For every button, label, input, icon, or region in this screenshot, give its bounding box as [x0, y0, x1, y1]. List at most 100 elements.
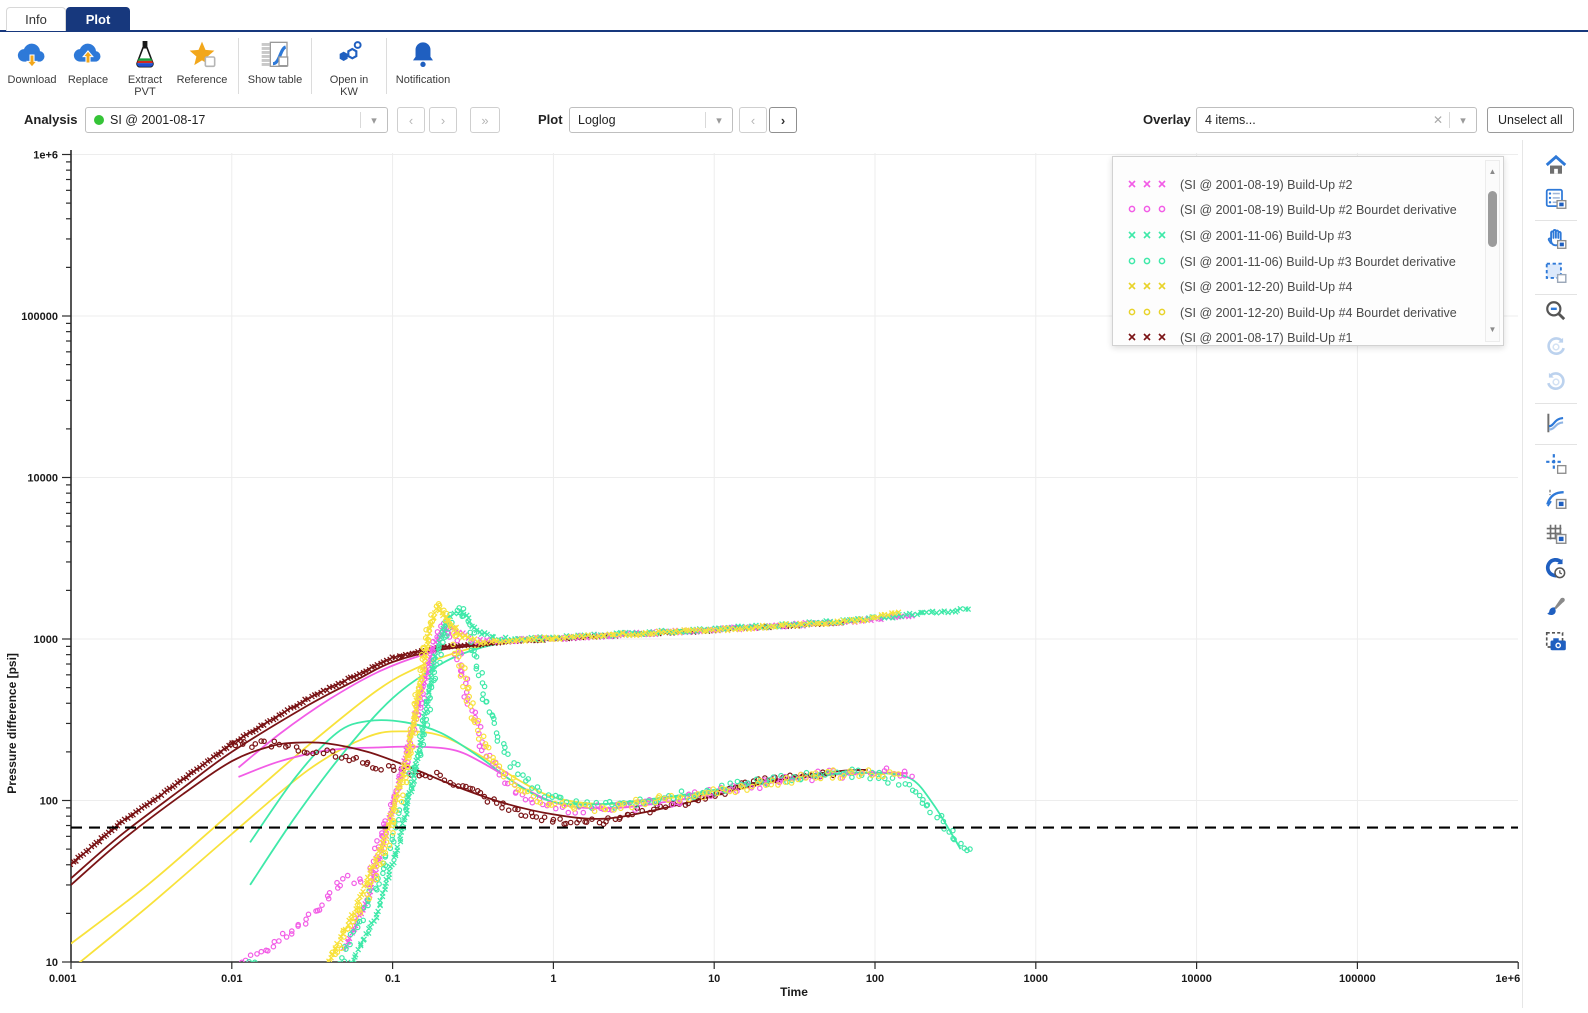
tool-legend-panel-button[interactable] [1537, 186, 1575, 216]
tool-curve-scales-button[interactable] [1537, 410, 1575, 440]
analysis-combobox[interactable]: SI @ 2001-08-17 ▾ [85, 107, 388, 133]
svg-text:100: 100 [866, 973, 884, 985]
tool-crosshair-button[interactable] [1537, 451, 1575, 481]
svg-text:100: 100 [40, 796, 58, 808]
legend-item[interactable]: (SI @ 2001-08-19) Build-Up #2 [1113, 172, 1483, 198]
show-table-icon [257, 38, 293, 72]
toolbar-item-label: Open in KW [320, 74, 378, 98]
unselect-all-button[interactable]: Unselect all [1487, 107, 1574, 133]
x-marker-icon [1127, 227, 1171, 245]
plot-label: Plot [538, 112, 563, 127]
svg-text:0.1: 0.1 [385, 973, 400, 985]
analysis-value: SI @ 2001-08-17 [110, 113, 205, 127]
svg-text:10000: 10000 [27, 473, 58, 485]
legend-item[interactable]: (SI @ 2001-12-20) Build-Up #4 Bourdet de… [1113, 300, 1483, 326]
analysis-next-button[interactable]: › [429, 107, 457, 133]
curve-scales-icon [1543, 411, 1569, 440]
scroll-up-icon[interactable]: ▲ [1486, 165, 1499, 179]
extract-pvt-icon [127, 38, 163, 72]
toolbar-item-label: Notification [396, 74, 450, 86]
tool-snapshot-button[interactable] [1537, 628, 1575, 658]
zoom-redo-icon [1543, 370, 1569, 399]
tool-tangent-tool-button[interactable] [1537, 486, 1575, 516]
tool-time-sync-button[interactable] [1537, 556, 1575, 586]
tool-grid-toggle-button[interactable] [1537, 521, 1575, 551]
svg-text:Pressure difference [psi]: Pressure difference [psi] [5, 653, 19, 794]
home-icon [1543, 153, 1569, 182]
tool-brush-button[interactable] [1537, 592, 1575, 622]
tab-info-label: Info [25, 12, 47, 27]
sidebar-separator [1535, 403, 1577, 404]
legend-item[interactable]: (SI @ 2001-12-20) Build-Up #4 [1113, 274, 1483, 300]
tool-zoom-redo-button [1537, 369, 1575, 399]
pan-hand-icon [1543, 227, 1569, 256]
svg-text:10: 10 [708, 973, 720, 985]
svg-text:10: 10 [46, 957, 58, 969]
svg-text:1: 1 [550, 973, 556, 985]
svg-text:1000: 1000 [34, 634, 58, 646]
legend-panel-icon [1543, 187, 1569, 216]
legend-item[interactable]: (SI @ 2001-11-06) Build-Up #3 Bourdet de… [1113, 249, 1483, 275]
svg-text:1000: 1000 [1024, 973, 1048, 985]
toolbar-separator [311, 38, 312, 94]
chevron-down-icon[interactable]: ▾ [361, 114, 387, 127]
legend-item-label: (SI @ 2001-08-19) Build-Up #2 [1180, 178, 1353, 192]
plot-tools-sidebar [1522, 140, 1588, 1008]
analysis-status-dot [94, 115, 104, 125]
analysis-prev-button[interactable]: ‹ [397, 107, 425, 133]
chevron-down-icon[interactable]: ▾ [1450, 114, 1476, 127]
plot-value: Loglog [578, 113, 616, 127]
open-in-kw-icon [331, 38, 367, 72]
toolbar-item-label: Show table [248, 74, 302, 86]
time-sync-icon [1543, 557, 1569, 586]
toolbar-item-label: Reference [177, 74, 228, 86]
x-marker-icon [1127, 278, 1171, 296]
overlay-value: 4 items... [1205, 113, 1256, 127]
toolbar-show-table-button[interactable]: Show table [247, 32, 303, 86]
zoom-box-icon [1543, 261, 1569, 290]
svg-text:0.001: 0.001 [49, 973, 77, 985]
plot-combobox[interactable]: Loglog ▾ [569, 107, 733, 133]
zoom-out-icon [1543, 299, 1569, 328]
legend-item[interactable]: (SI @ 2001-11-06) Build-Up #3 [1113, 223, 1483, 249]
circle-marker-icon [1127, 253, 1171, 271]
chevron-down-icon[interactable]: ▾ [706, 114, 732, 127]
analysis-label: Analysis [24, 112, 77, 127]
legend-item-label: (SI @ 2001-08-17) Build-Up #1 [1180, 331, 1353, 345]
x-marker-icon [1127, 329, 1171, 346]
legend-item[interactable]: (SI @ 2001-08-19) Build-Up #2 Bourdet de… [1113, 198, 1483, 224]
overlay-combobox[interactable]: 4 items... ✕ ▾ [1196, 107, 1477, 133]
reference-icon [184, 38, 220, 72]
svg-text:10000: 10000 [1181, 973, 1212, 985]
analysis-last-button[interactable]: » [470, 107, 500, 133]
tool-zoom-undo-button [1537, 334, 1575, 364]
legend-item-label: (SI @ 2001-08-19) Build-Up #2 Bourdet de… [1180, 203, 1457, 217]
toolbar-replace-button[interactable]: Replace [60, 32, 116, 86]
plot-next-button[interactable]: › [769, 107, 797, 133]
toolbar-separator [386, 38, 387, 94]
sidebar-separator [1535, 444, 1577, 445]
toolbar-open-in-kw-button[interactable]: Open in KW [320, 32, 378, 98]
zoom-undo-icon [1543, 335, 1569, 364]
clear-icon[interactable]: ✕ [1427, 113, 1449, 127]
toolbar-download-button[interactable]: Download [4, 32, 60, 86]
toolbar-notification-button[interactable]: Notification [395, 32, 451, 86]
legend-item-label: (SI @ 2001-11-06) Build-Up #3 [1180, 229, 1352, 243]
download-icon [14, 38, 50, 72]
toolbar-reference-button[interactable]: Reference [174, 32, 230, 86]
scrollbar-thumb[interactable] [1488, 191, 1497, 247]
tab-plot[interactable]: Plot [66, 7, 130, 31]
svg-text:Time: Time [780, 985, 808, 999]
tool-pan-hand-button[interactable] [1537, 226, 1575, 256]
tab-info[interactable]: Info [6, 7, 66, 31]
legend-scrollbar[interactable]: ▲ ▼ [1485, 160, 1500, 342]
circle-marker-icon [1127, 201, 1171, 219]
svg-text:1e+6: 1e+6 [1495, 973, 1520, 985]
toolbar-extract-pvt-button[interactable]: Extract PVT [116, 32, 174, 98]
tool-home-button[interactable] [1537, 152, 1575, 182]
tool-zoom-box-button[interactable] [1537, 260, 1575, 290]
scroll-down-icon[interactable]: ▼ [1486, 323, 1499, 337]
legend-item[interactable]: (SI @ 2001-08-17) Build-Up #1 [1113, 326, 1483, 346]
tool-zoom-out-button[interactable] [1537, 298, 1575, 328]
plot-prev-button[interactable]: ‹ [739, 107, 767, 133]
